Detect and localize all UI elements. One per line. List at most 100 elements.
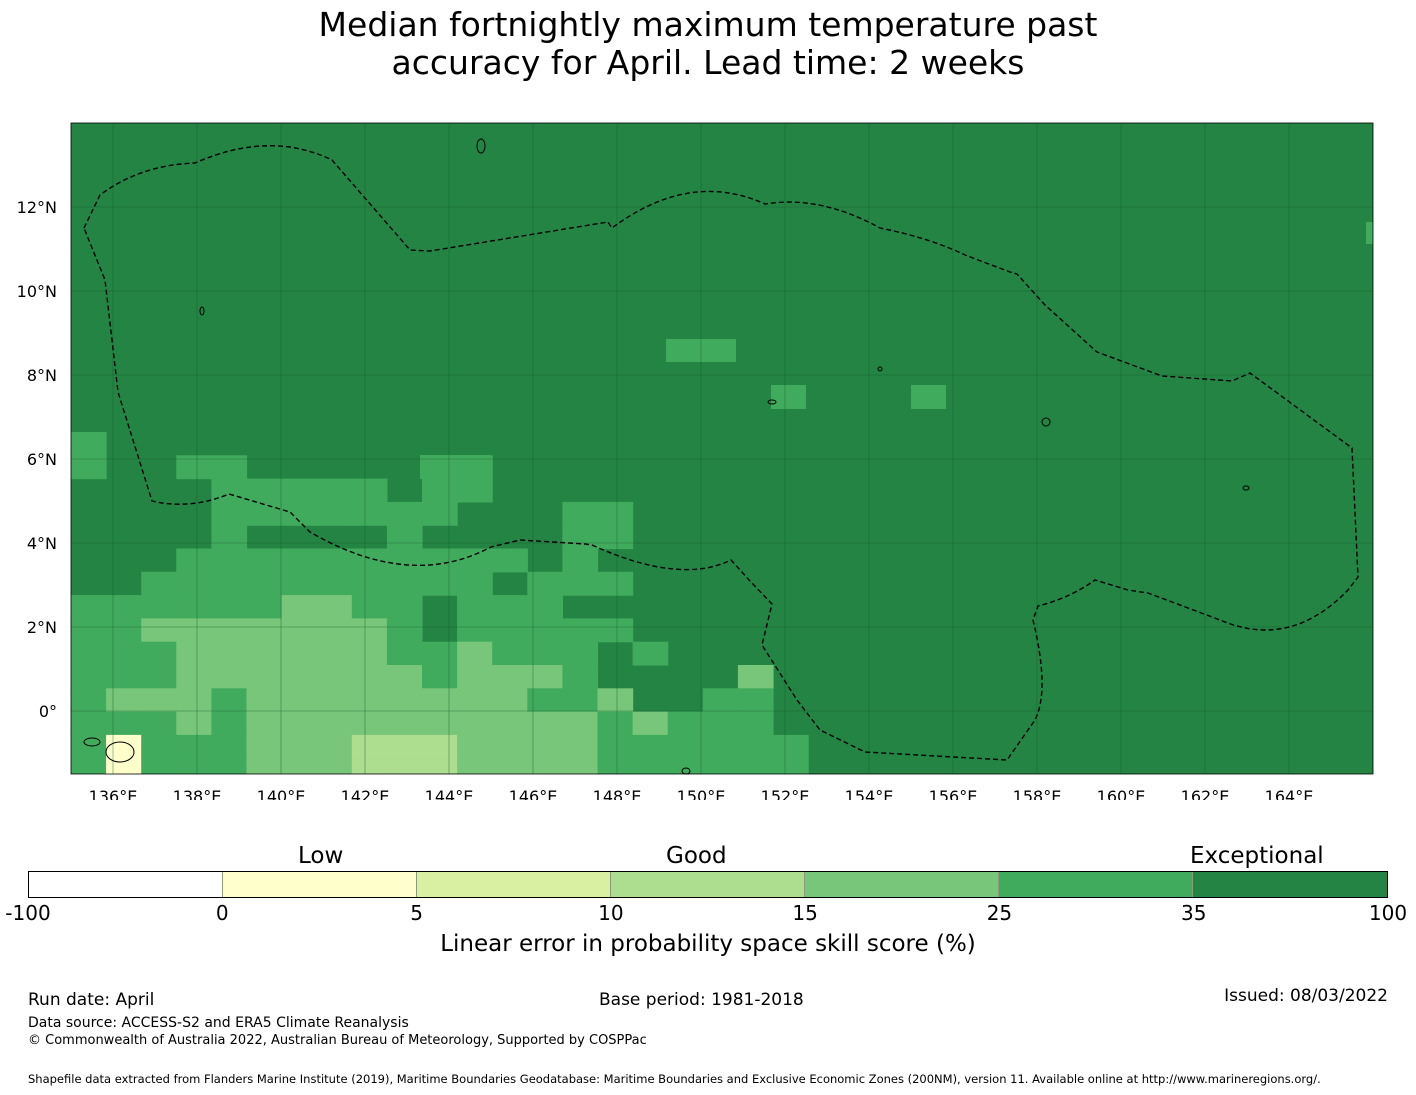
skill-cell: [457, 758, 493, 774]
skill-cell: [667, 758, 704, 774]
skill-cell: [422, 548, 458, 573]
skill-cell: [597, 711, 634, 736]
lon-tick-label: 150°E: [677, 787, 726, 800]
skill-cell: [316, 501, 353, 526]
skill-cell: [246, 711, 283, 736]
skill-cell: [246, 665, 283, 689]
colorbar-label-exceptional: Exceptional: [1190, 843, 1324, 869]
skill-cell: [351, 478, 388, 503]
skill-cell: [316, 641, 353, 666]
skill-cell: [316, 548, 353, 573]
colorbar-title: Linear error in probability space skill …: [440, 931, 976, 957]
skill-cell: [562, 501, 599, 526]
skill-cell: [351, 641, 388, 666]
lat-tick-label: 12°N: [17, 198, 57, 217]
latitude-tick-labels: 12°N 10°N 8°N 6°N 4°N 2°N 0°: [17, 198, 57, 721]
skill-cell: [246, 478, 283, 503]
title-line-1: Median fortnightly maximum temperature p…: [318, 5, 1098, 44]
colorbar-segment: [417, 872, 611, 897]
skill-cell: [176, 548, 212, 573]
skill-cell: [386, 688, 423, 713]
lon-tick-label: 164°E: [1265, 787, 1314, 800]
skill-cell: [351, 665, 388, 689]
skill-cell: [422, 478, 458, 503]
skill-cell: [211, 548, 248, 573]
skill-cell: [281, 571, 318, 596]
lat-tick-label: 6°N: [27, 450, 57, 469]
skill-cell: [281, 734, 318, 759]
colorbar-tick-label: 5: [410, 901, 423, 925]
skill-cell: [492, 618, 528, 643]
skill-cell: [527, 734, 563, 759]
skill-cell: [527, 711, 563, 736]
skill-cell: [106, 734, 142, 759]
skill-cell: [562, 665, 599, 689]
skill-cell: [281, 641, 318, 666]
skill-cell: [351, 688, 388, 713]
skill-cell: [106, 758, 142, 774]
skill-cell: [492, 548, 528, 573]
island-outline: [877, 366, 883, 372]
skill-cell: [597, 758, 634, 774]
skill-cell: [316, 478, 353, 503]
skill-cell: [211, 688, 248, 713]
colorbar-segment: [805, 872, 999, 897]
colorbar-segment: [29, 872, 223, 897]
skill-cell: [176, 641, 212, 666]
skill-cell: [492, 734, 528, 759]
lon-tick-label: 144°E: [425, 787, 474, 800]
skill-cell: [141, 688, 177, 713]
run-date: Run date: April: [28, 990, 155, 1010]
map-gridlines: [71, 123, 1373, 774]
skill-cell: [71, 665, 107, 689]
skill-cell: [667, 734, 704, 759]
island-outline: [199, 306, 205, 316]
lon-tick-label: 138°E: [173, 787, 222, 800]
colorbar-tick-label: 25: [986, 901, 1013, 925]
skill-cell: [246, 501, 283, 526]
lat-tick-label: 4°N: [27, 534, 57, 553]
skill-cell: [281, 501, 318, 526]
lon-tick-label: 156°E: [929, 787, 978, 800]
skill-cell: [71, 758, 107, 774]
skill-cell: [246, 595, 283, 619]
lon-tick-label: 148°E: [593, 787, 642, 800]
skill-cell: [316, 711, 353, 736]
skill-cell: [562, 711, 599, 736]
skill-cell: [597, 571, 634, 596]
skill-cell: [141, 665, 177, 689]
lon-tick-label: 160°E: [1097, 787, 1146, 800]
skill-cell: [351, 734, 388, 759]
colorbar-tick-label: -100: [5, 901, 51, 925]
skill-cell: [562, 758, 599, 774]
map-frame: [70, 122, 1374, 775]
skill-cell: [632, 734, 669, 759]
skill-cell: [386, 711, 423, 736]
skill-cell: [597, 734, 634, 759]
skill-cell: [281, 595, 318, 619]
skill-map: 136°E 138°E 140°E 142°E 144°E 146°E 148°E 150°E…: [17, 122, 1374, 800]
skill-cell: [246, 571, 283, 596]
skill-cell: [562, 618, 599, 643]
skill-cell: [176, 455, 212, 480]
island-outline: [1041, 417, 1051, 427]
copyright: © Commonwealth of Australia 2022, Austra…: [28, 1033, 647, 1048]
skill-cell: [281, 665, 318, 689]
skill-cell: [246, 688, 283, 713]
skill-cell: [597, 618, 634, 643]
skill-cell: [71, 432, 107, 456]
skill-cell: [351, 595, 388, 619]
skill-cell: [457, 478, 493, 503]
skill-cell: [386, 618, 423, 643]
skill-cell: [771, 385, 806, 409]
skill-cell: [211, 618, 248, 643]
title-line-2: accuracy for April. Lead time: 2 weeks: [391, 43, 1025, 82]
island-outline: [476, 138, 486, 154]
skill-cell: [386, 595, 423, 619]
skill-cell: [281, 758, 318, 774]
skill-cell: [562, 548, 599, 573]
skill-cell: [527, 618, 563, 643]
colorbar-tick-label: 10: [598, 901, 624, 925]
island-outlines: [83, 138, 1250, 775]
skill-cell: [176, 734, 212, 759]
